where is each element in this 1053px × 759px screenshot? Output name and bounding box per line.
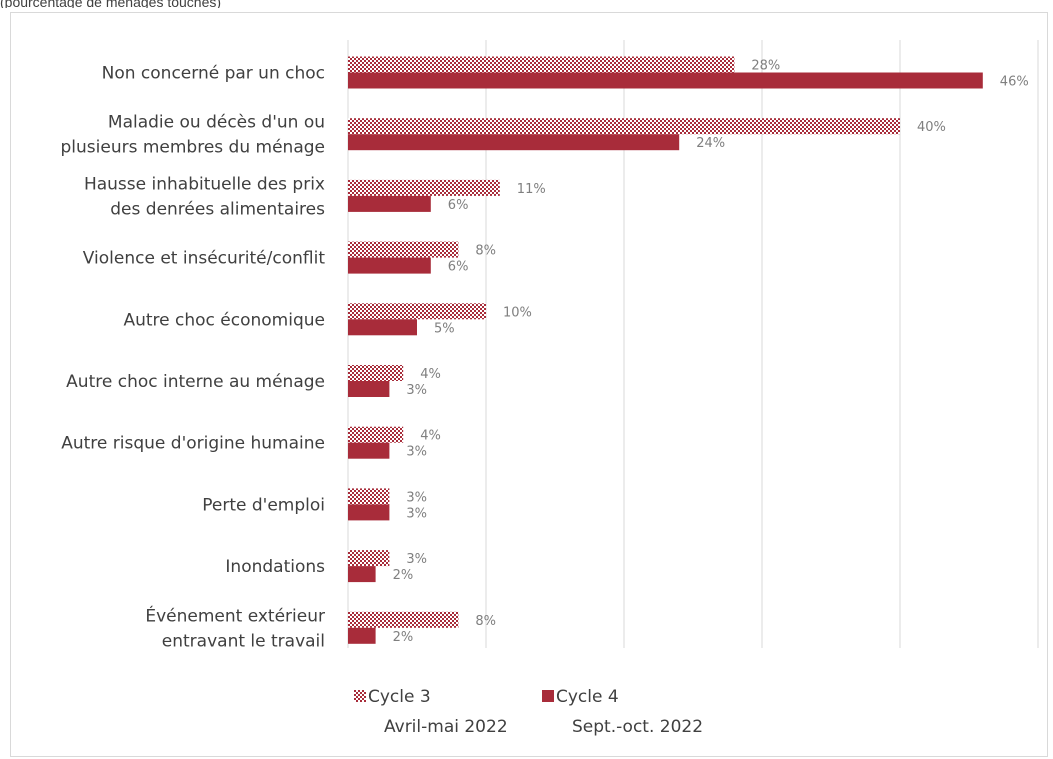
value-label: 40%	[917, 120, 946, 135]
bar-cycle-4	[348, 442, 390, 459]
category-label: Violence et insécurité/conflit	[83, 249, 326, 269]
category-label: Maladie ou décès d'un ou plusieurs membre…	[61, 113, 326, 158]
category-label: Perte d'emploi	[202, 495, 325, 515]
bar-cycle-3	[348, 179, 500, 196]
bar-cycle-4	[348, 627, 376, 644]
bar-cycle-3	[348, 365, 404, 381]
bar-cycle-3	[348, 611, 459, 628]
value-label: 2%	[393, 568, 414, 583]
bar-cycle-4	[348, 134, 680, 151]
bar-cycle-3	[348, 56, 735, 73]
value-label: 3%	[406, 506, 427, 521]
value-label: 3%	[406, 552, 427, 567]
legend-swatch-cycle-4	[542, 690, 554, 702]
value-label: 3%	[406, 383, 427, 398]
bar-cycle-4	[348, 72, 983, 89]
category-label: Autre choc économique	[123, 310, 325, 330]
legend-series-period: Avril-mai 2022	[384, 717, 508, 737]
bar-cycle-4	[348, 195, 431, 212]
category-label: Inondations	[225, 557, 325, 577]
category-label: Autre choc interne au ménage	[66, 372, 325, 392]
value-label: 5%	[434, 321, 455, 336]
bar-cycle-4	[348, 504, 390, 521]
bar-cycle-4	[348, 381, 390, 397]
bar-cycle-4	[348, 319, 417, 336]
bar-cycle-4	[348, 566, 376, 583]
bar-cycle-3	[348, 118, 900, 135]
legend-series-period: Sept.-oct. 2022	[572, 717, 703, 737]
category-label: Événement extérieur entravant le travail	[145, 604, 325, 651]
legend: Cycle 3 Avril-mai 2022 Cycle 4 Sept.-oct. 2…	[354, 687, 703, 737]
bar-cycle-3	[348, 488, 390, 505]
value-label: 10%	[503, 305, 532, 320]
bar-cycle-3	[348, 241, 459, 258]
bar-cycle-4	[348, 257, 431, 274]
value-label: 4%	[420, 429, 441, 444]
legend-series-name: Cycle 3	[368, 687, 431, 707]
value-label: 6%	[448, 198, 469, 213]
value-label: 24%	[696, 136, 725, 151]
legend-swatch-cycle-3	[354, 690, 366, 702]
value-label: 4%	[420, 367, 441, 382]
bar-cycle-3	[348, 426, 404, 443]
value-label: 8%	[475, 244, 496, 259]
value-label: 8%	[475, 614, 496, 629]
category-label: Hausse inhabituelle des prix des denrées …	[84, 174, 325, 219]
value-label: 2%	[393, 630, 414, 645]
labels: Non concerné par un choc 28% 46% Maladie ou…	[61, 59, 1029, 652]
legend-series-name: Cycle 4	[556, 687, 619, 707]
chart-heading-fragment: (pourcentage de ménages touchés)	[0, 0, 222, 8]
gridlines	[347, 40, 1039, 648]
category-label: Autre risque d'origine humaine	[61, 434, 325, 454]
bar-cycle-3	[348, 550, 390, 567]
value-label: 6%	[448, 260, 469, 275]
value-label: 11%	[517, 182, 546, 197]
category-label: Non concerné par un choc	[102, 64, 325, 84]
value-label: 28%	[751, 59, 780, 74]
value-label: 3%	[406, 445, 427, 460]
value-label: 46%	[1000, 75, 1029, 90]
bar-cycle-3	[348, 303, 486, 320]
bars	[348, 56, 983, 644]
value-label: 3%	[406, 490, 427, 505]
